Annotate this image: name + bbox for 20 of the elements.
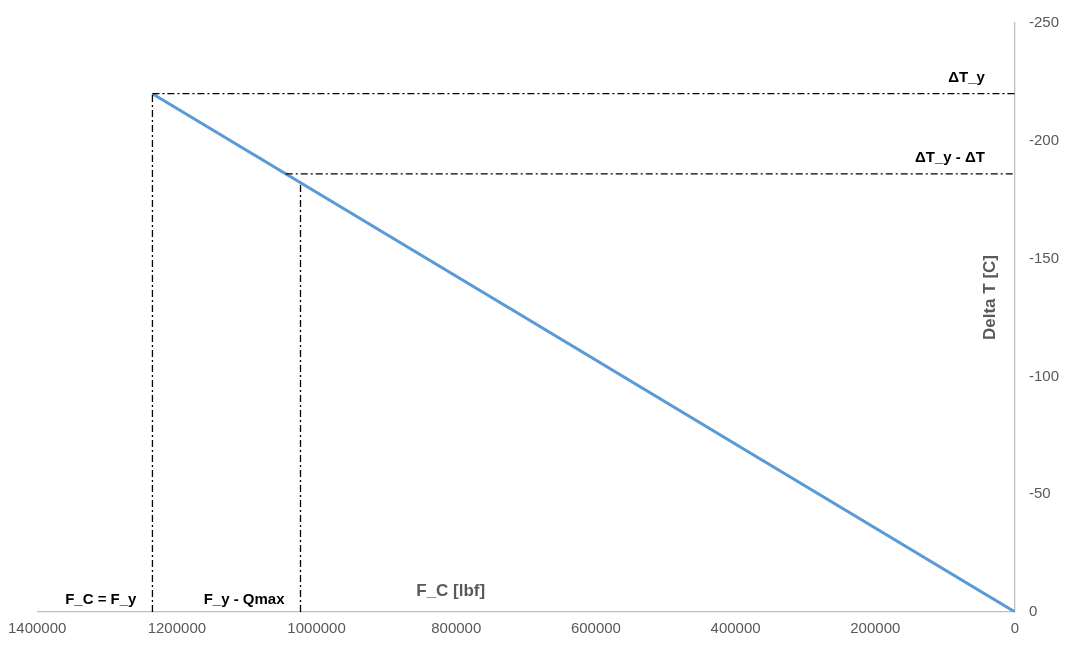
x-tick-label: 1200000 — [147, 619, 207, 637]
ref-line-label: ΔT_y - ΔT — [915, 148, 985, 166]
y-axis-title: Delta T [C] — [979, 255, 999, 340]
y-tick-label: -50 — [1028, 484, 1051, 502]
ref-line-label: ΔT_y — [948, 68, 986, 86]
x-tick-label: 800000 — [431, 619, 482, 637]
y-tick-label: -200 — [1028, 130, 1060, 148]
ref-line-label: F_y - Qmax — [203, 589, 286, 607]
x-tick-label: 1400000 — [7, 619, 67, 637]
x-tick-label: 0 — [1010, 619, 1020, 637]
y-tick-label: -250 — [1028, 13, 1060, 31]
y-tick-label: 0 — [1028, 602, 1038, 620]
x-axis-title: F_C [lbf] — [416, 581, 486, 601]
x-tick-label: 200000 — [850, 619, 901, 637]
x-tick-label: 400000 — [710, 619, 761, 637]
x-tick-label: 600000 — [570, 619, 621, 637]
y-tick-label: -150 — [1028, 248, 1060, 266]
y-tick-label: -100 — [1028, 366, 1060, 384]
ref-line-label: F_C = F_y — [65, 589, 138, 607]
x-tick-label: 1000000 — [287, 619, 346, 637]
